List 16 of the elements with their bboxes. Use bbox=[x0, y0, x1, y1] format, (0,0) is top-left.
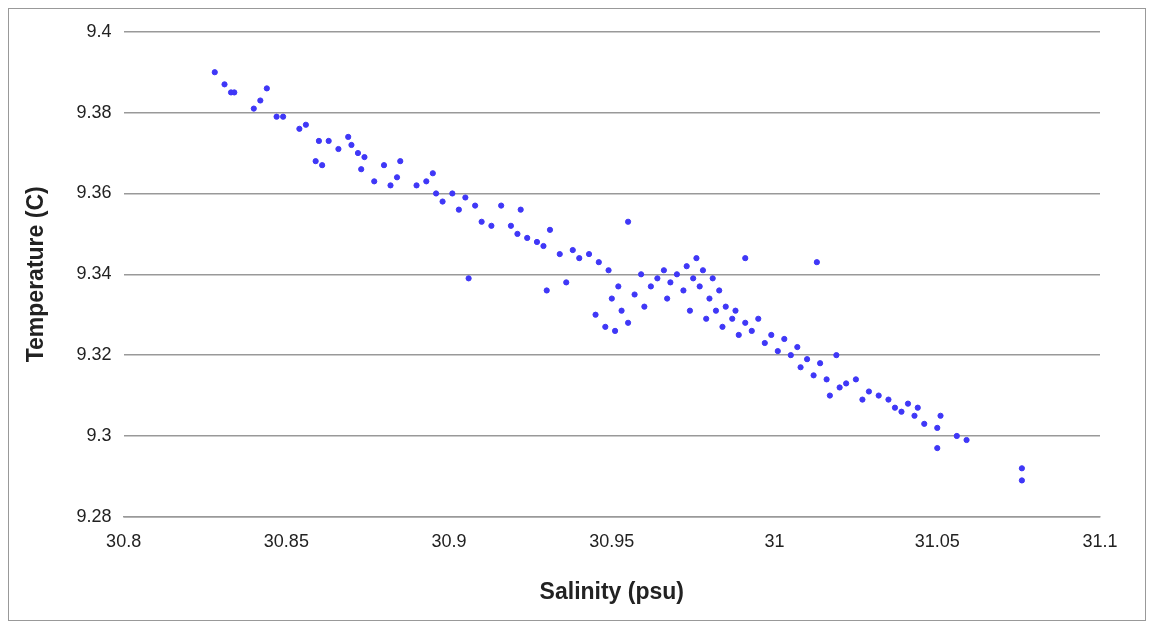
y-tick-label: 9.38 bbox=[76, 101, 112, 122]
x-axis-title: Salinity (psu) bbox=[539, 577, 685, 604]
x-tick-label: 30.9 bbox=[431, 530, 467, 551]
y-tick-label: 9.28 bbox=[76, 505, 112, 526]
x-tick-label: 31 bbox=[764, 530, 785, 551]
x-tick-label: 30.95 bbox=[589, 530, 635, 551]
y-tick-label: 9.3 bbox=[86, 424, 112, 445]
x-tick-label: 30.8 bbox=[106, 530, 142, 551]
x-tick-label: 30.85 bbox=[263, 530, 309, 551]
y-tick-label: 9.34 bbox=[76, 263, 112, 284]
x-tick-label: 31.1 bbox=[1082, 530, 1118, 551]
y-tick-label: 9.36 bbox=[76, 182, 112, 203]
y-axis-title: Temperature (C) bbox=[22, 186, 49, 363]
y-tick-label: 9.4 bbox=[86, 20, 112, 41]
x-tick-label: 31.05 bbox=[914, 530, 960, 551]
y-tick-label: 9.32 bbox=[76, 344, 112, 365]
